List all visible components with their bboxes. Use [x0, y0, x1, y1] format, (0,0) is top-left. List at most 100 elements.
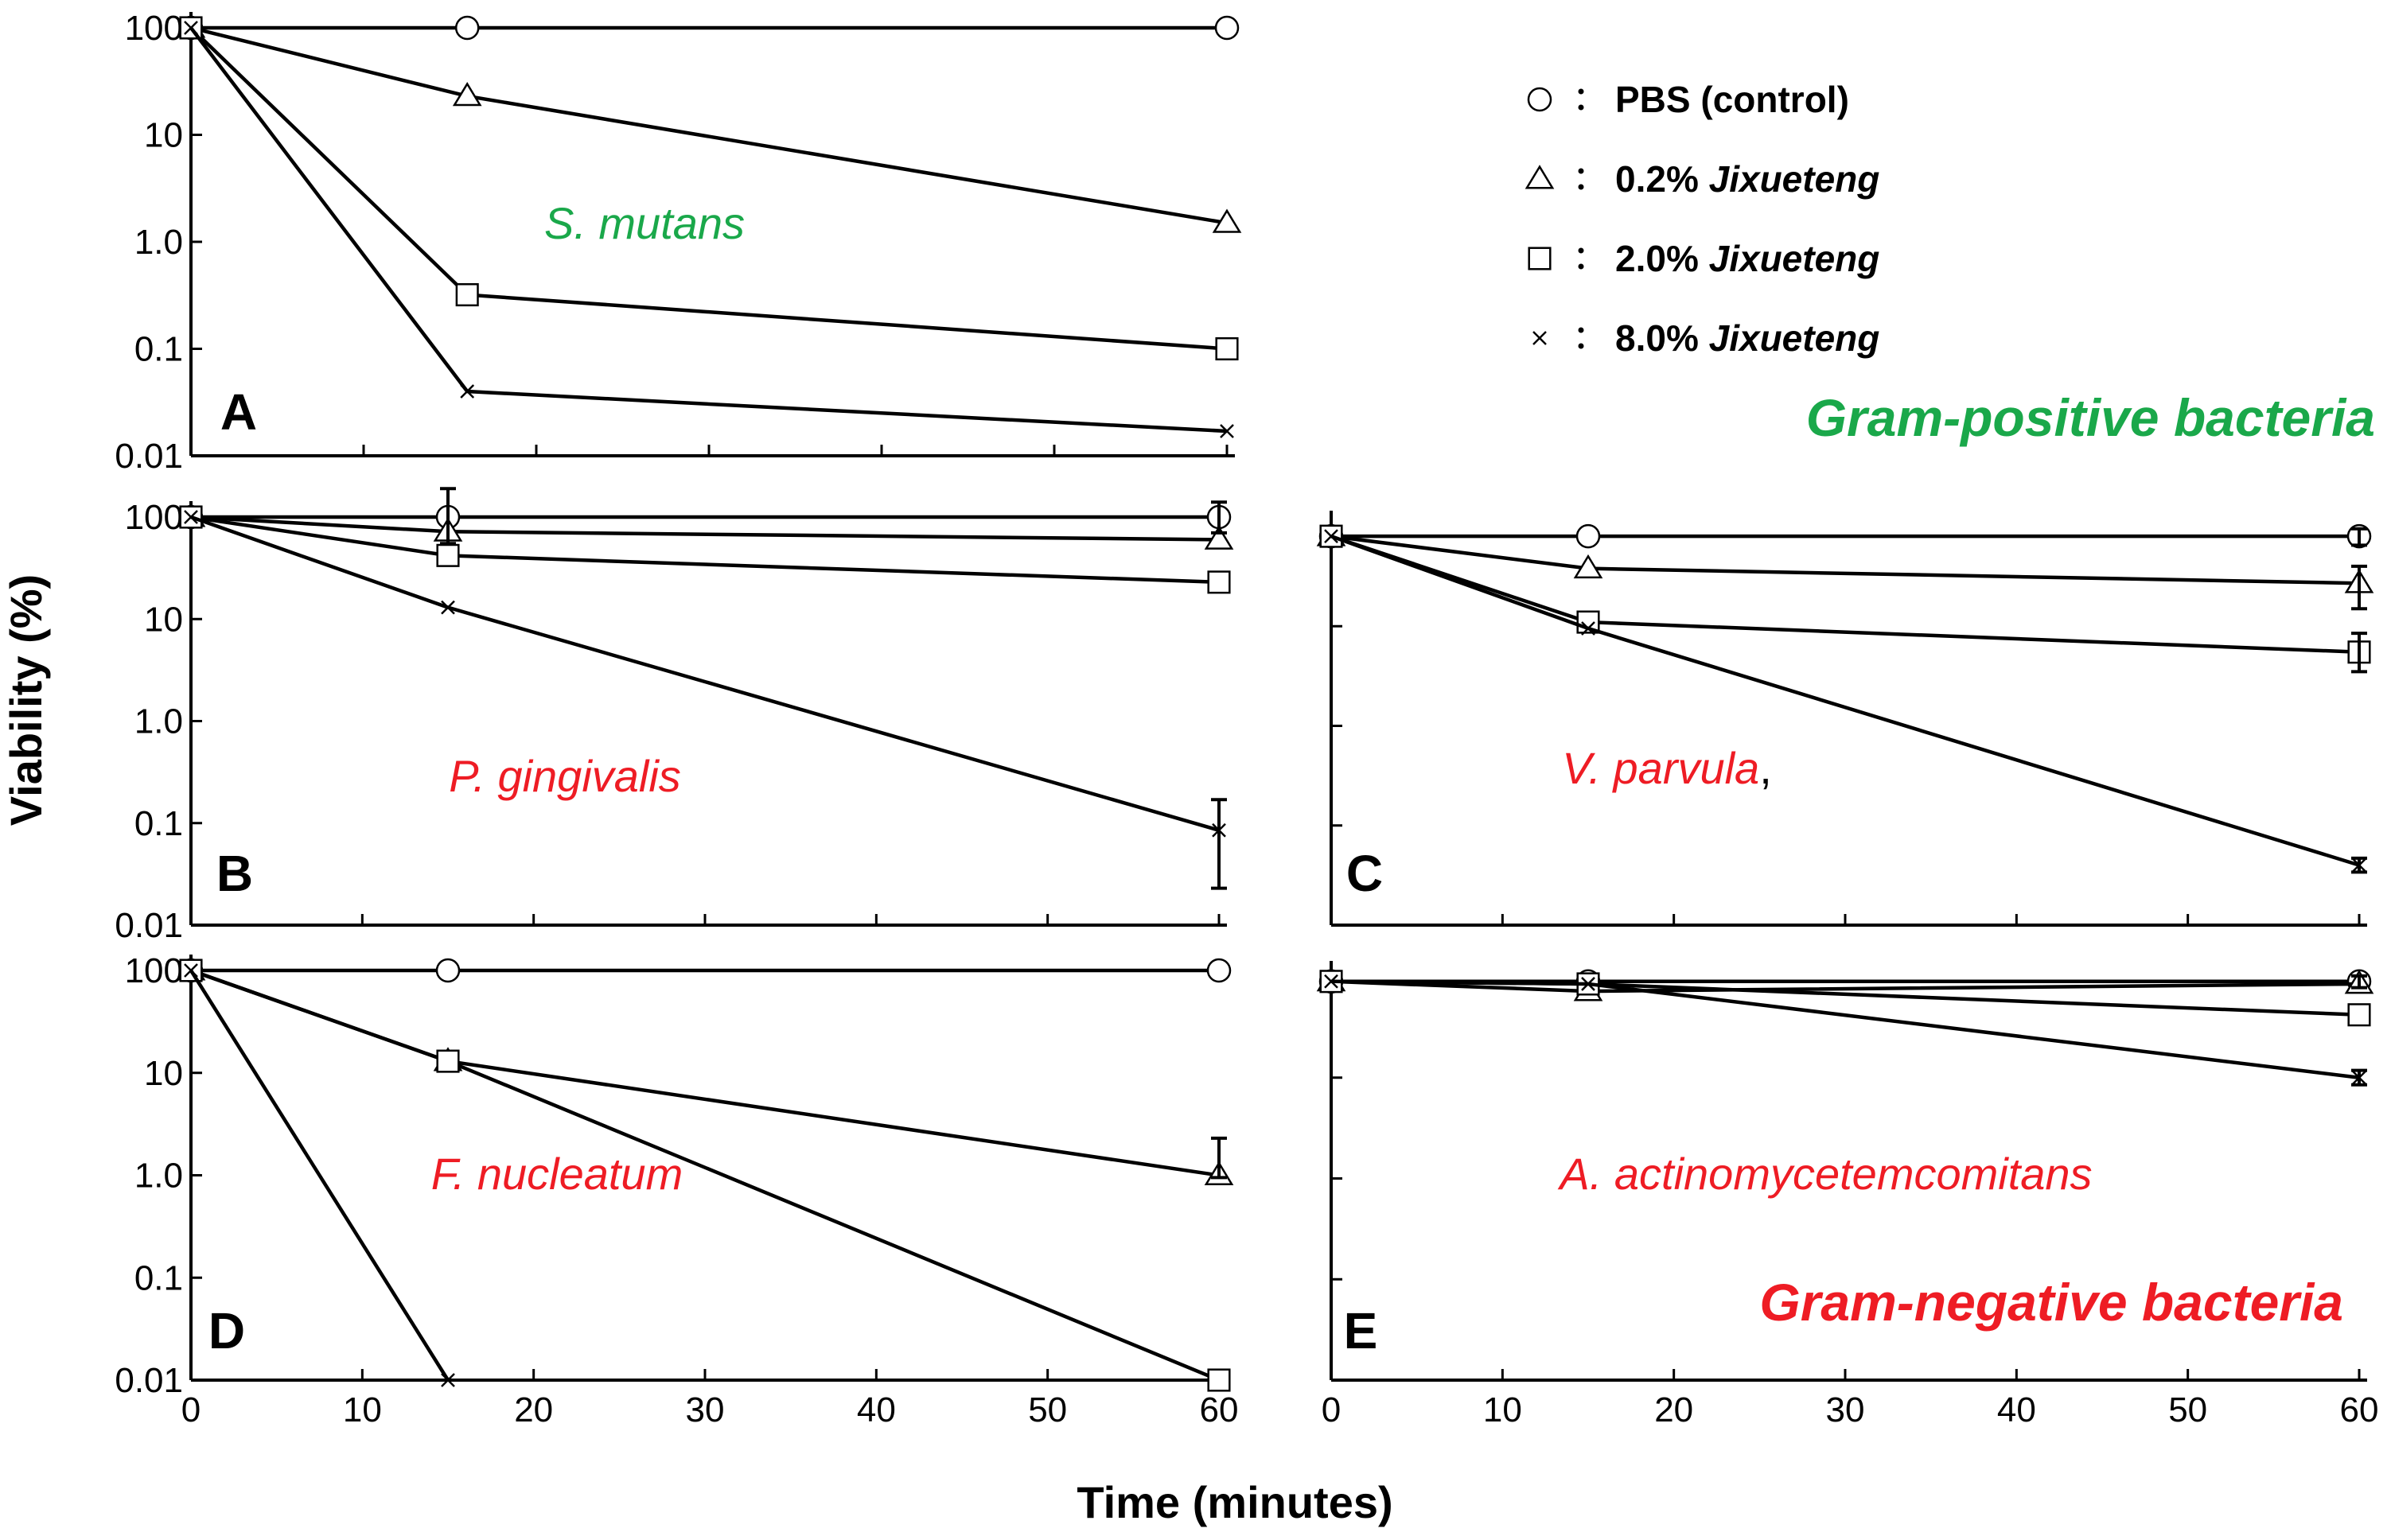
y-tick-label: 100 [125, 951, 183, 990]
series-triangle [176, 956, 1234, 1185]
species-label: V. parvula, [1562, 743, 1772, 793]
cross-stroke [184, 510, 198, 524]
legend-colon-dot [1578, 88, 1584, 95]
series-line [190, 968, 1220, 1382]
y-tick-label: 0.01 [115, 1361, 183, 1400]
x-tick-label: 40 [1997, 1390, 2036, 1429]
series-circle [178, 15, 1240, 41]
legend-colon-dot [1578, 343, 1584, 349]
legend-colon-dot [1578, 104, 1584, 111]
legend-suffix: Jixueteng [1709, 317, 1880, 359]
data-point-cross [184, 21, 198, 35]
series-line [190, 968, 1220, 1177]
series-square [179, 959, 1231, 1392]
data-point-cross [1324, 974, 1338, 989]
cross-stroke [460, 384, 475, 399]
series-line [1330, 534, 2360, 585]
x-axis-title: Time (minutes) [1077, 1477, 1392, 1527]
data-point-cross [441, 600, 455, 615]
legend-colon-dot [1578, 184, 1584, 190]
y-tick-label: 0.1 [134, 804, 183, 843]
legend-item-square: 2.0% Jixueteng [1528, 238, 1879, 279]
series-cross [1324, 974, 2366, 1085]
series-line [190, 515, 1220, 542]
panel-letter: A [220, 383, 257, 441]
x-tick-label: 0 [1322, 1390, 1341, 1429]
y-tick-label: 0.1 [134, 1258, 183, 1297]
x-tick-label: 30 [686, 1390, 725, 1429]
y-tick-label: 10 [144, 1054, 183, 1093]
legend-colon-dot [1578, 263, 1584, 270]
error-bar [2351, 974, 2367, 990]
data-point-square [2347, 1003, 2371, 1027]
x-tick-label: 30 [1826, 1390, 1865, 1429]
species-label: P. gingivalis [449, 751, 681, 801]
legend-colon-dot [1578, 247, 1584, 254]
series-square [179, 505, 1231, 594]
data-point-cross [1220, 424, 1234, 438]
legend-colon-dot [1578, 168, 1584, 174]
cross-stroke [1581, 977, 1595, 991]
legend-label: 0.2% Jixueteng [1615, 158, 1879, 200]
legend-suffix: (control) [1700, 79, 1849, 120]
data-point-circle [1214, 15, 1240, 41]
legend-label: 2.0% Jixueteng [1615, 238, 1879, 279]
panel-d: 0.01 0.1 1.0 10 100 0 10 20 30 40 50 60 D F. nucleatu… [115, 951, 1238, 1429]
cross-stroke [184, 963, 198, 978]
series-triangle [176, 503, 1234, 550]
series-line [190, 25, 1228, 225]
y-tick-label: 1.0 [134, 223, 183, 262]
x-tick-label: 60 [2340, 1390, 2379, 1429]
legend-prefix: PBS [1615, 79, 1691, 120]
error-bar [440, 487, 456, 546]
y-tick-label: 0.01 [115, 437, 183, 476]
data-point-circle [454, 15, 480, 41]
x-tick-label: 50 [2168, 1390, 2207, 1429]
species-label: A. actinomycetemcomitans [1557, 1149, 2092, 1199]
species-name: V. parvula [1562, 743, 1759, 793]
series-cross [184, 21, 1234, 438]
legend-label: PBS (control) [1615, 79, 1849, 120]
species-label: F. nucleatum [431, 1149, 683, 1199]
cross-stroke [1220, 424, 1234, 438]
data-point-square [436, 1049, 460, 1073]
panel-a: 0.01 0.1 1.0 10 100 A S. mutans [115, 9, 1242, 476]
x-tick-label: 20 [514, 1390, 553, 1429]
panel-letter: B [216, 845, 253, 902]
panel-c: C V. parvula, [1316, 511, 2374, 927]
panel-b: 0.01 0.1 1.0 10 100 B P. gingivalis [115, 487, 1234, 945]
series-square [179, 16, 1239, 361]
data-point-square [1215, 336, 1239, 361]
legend-item-circle: PBS (control) [1527, 79, 1849, 120]
panel-e: 0 10 20 30 40 50 60 E A. actinomycetemcomitans [1316, 961, 2379, 1429]
series-cross [184, 963, 455, 1387]
gram-negative-label: Gram-negative bacteria [1759, 1273, 2343, 1332]
x-tick-label: 60 [1200, 1390, 1239, 1429]
series-line [1330, 535, 2360, 655]
legend: PBS (control) 0.2% Jixueteng 2.0% Jixueten… [1525, 79, 1879, 359]
series-line [189, 26, 1228, 351]
species-suffix: , [1759, 743, 1772, 793]
y-tick-label: 0.1 [134, 330, 183, 369]
panel-letter: D [208, 1302, 245, 1359]
y-axis-title: Viability (%) [1, 574, 51, 826]
data-point-circle [1575, 523, 1601, 549]
data-point-square [455, 283, 479, 307]
species-name: S. mutans [544, 198, 745, 248]
data-point-square [1207, 1368, 1231, 1392]
series-circle [178, 958, 1232, 983]
data-point-cross [441, 1373, 455, 1387]
legend-label: 8.0% Jixueteng [1615, 317, 1879, 359]
legend-prefix: 8.0% [1615, 317, 1699, 359]
cross-stroke [1324, 974, 1338, 989]
series-cross [184, 510, 1226, 838]
series-cross [1324, 529, 2366, 873]
x-tick-label: 40 [857, 1390, 896, 1429]
series-triangle [1316, 522, 2374, 593]
x-tick-label: 10 [1483, 1390, 1522, 1429]
cross-stroke [441, 600, 455, 615]
series-triangle [176, 14, 1242, 233]
error-bar [2351, 856, 2367, 874]
cross-stroke [441, 1373, 455, 1387]
error-bar [2351, 632, 2367, 674]
